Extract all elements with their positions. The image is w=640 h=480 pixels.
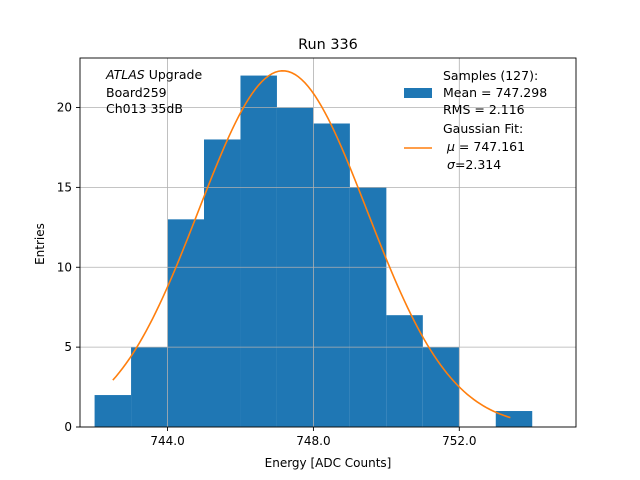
histogram-bar	[94, 395, 132, 427]
legend-fit-title: Gaussian Fit:	[443, 121, 523, 136]
legend-mu-symbol: μ	[446, 139, 455, 154]
y-tick-label: 20	[57, 101, 72, 115]
gaussian-fit	[112, 70, 511, 419]
histogram-bar	[167, 219, 204, 427]
annotation-line-1: ATLAS Upgrade	[105, 67, 202, 82]
atlas-annotation: ATLAS Upgrade Board259 Ch013 35dB	[105, 67, 202, 116]
y-axis-label: Entries	[33, 223, 47, 265]
histogram-bar	[240, 75, 277, 428]
y-tick-label: 10	[57, 260, 72, 274]
tick-labels: 744.0 748.0 752.0 0 5 10 15 20	[57, 101, 477, 448]
chart-title: Run 336	[298, 37, 358, 53]
legend-fit-sigma: σ=2.314	[447, 157, 501, 172]
legend-sigma-symbol: σ	[447, 157, 456, 172]
legend: Samples (127): Mean = 747.298 RMS = 2.11…	[404, 68, 547, 172]
histogram-bar	[386, 315, 423, 427]
legend-mu-value: = 747.161	[455, 139, 525, 154]
histogram-bar	[131, 347, 168, 427]
annotation-line-3: Ch013 35dB	[106, 101, 183, 116]
y-tick-label: 15	[57, 180, 72, 194]
gaussian-fit-line	[112, 70, 511, 419]
x-tick-label: 748.0	[296, 434, 330, 448]
histogram-bars	[94, 75, 533, 428]
x-tick-label: 744.0	[150, 434, 184, 448]
x-axis-label: Energy [ADC Counts]	[265, 456, 392, 470]
histogram-bar	[349, 187, 387, 427]
y-tick-label: 5	[64, 340, 72, 354]
x-tick-label: 752.0	[442, 434, 476, 448]
histogram-bar	[495, 411, 533, 427]
legend-samples-swatch	[404, 88, 432, 98]
legend-samples-title: Samples (127):	[443, 68, 538, 83]
histogram-bar	[422, 347, 460, 427]
legend-sigma-value: =2.314	[455, 157, 501, 172]
annotation-atlas: ATLAS	[105, 67, 145, 82]
annotation-upgrade: Upgrade	[145, 67, 203, 82]
axes	[79, 57, 577, 428]
plot-frame	[79, 57, 577, 428]
legend-samples-rms: RMS = 2.116	[443, 102, 525, 117]
legend-fit-mu: μ = 747.161	[446, 139, 525, 154]
annotation-line-2: Board259	[106, 85, 167, 100]
histogram-bar	[313, 123, 350, 428]
y-tick-label: 0	[64, 420, 72, 434]
legend-samples-mean: Mean = 747.298	[443, 85, 547, 100]
